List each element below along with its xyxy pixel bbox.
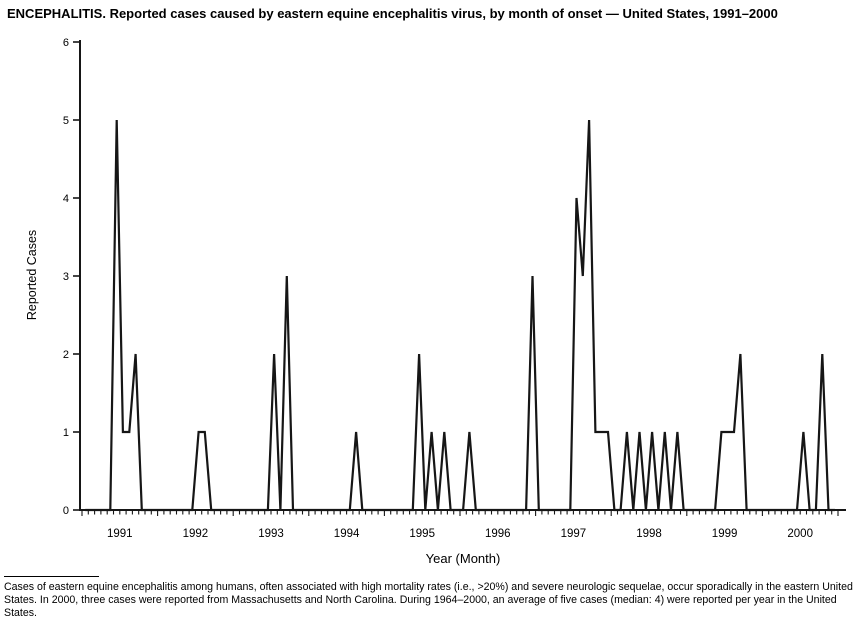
- x-year-label: 1996: [485, 528, 511, 540]
- footnote-rule: [4, 576, 99, 577]
- y-tick-label: 6: [63, 37, 69, 49]
- y-tick-label: 3: [63, 271, 69, 283]
- data-series-line: [85, 119, 835, 512]
- x-year-label: 1994: [334, 528, 360, 540]
- y-tick-label: 0: [63, 505, 69, 517]
- y-tick-label: 2: [63, 349, 69, 361]
- y-axis-title: Reported Cases: [25, 230, 39, 320]
- x-year-label: 1991: [107, 528, 133, 540]
- y-tick-label: 4: [63, 193, 69, 205]
- figure-title: ENCEPHALITIS. Reported cases caused by e…: [7, 6, 778, 21]
- x-year-label: 1998: [636, 528, 662, 540]
- y-tick-label: 5: [63, 115, 69, 127]
- x-year-label: 1995: [409, 528, 435, 540]
- x-year-label: 1999: [712, 528, 738, 540]
- x-year-label: 2000: [787, 528, 813, 540]
- y-tick-label: 1: [63, 427, 69, 439]
- x-year-label: 1993: [258, 528, 284, 540]
- encephalitis-line-chart: 0 1 2 3 4 5 6 1991 1992 1993 1994 1995 1996 1997 1998 1…: [25, 37, 846, 566]
- x-year-label: 1992: [183, 528, 209, 540]
- x-year-label: 1997: [561, 528, 587, 540]
- footnote-text: Cases of eastern equine encephalitis amo…: [4, 581, 853, 620]
- x-axis-title: Year (Month): [426, 551, 501, 566]
